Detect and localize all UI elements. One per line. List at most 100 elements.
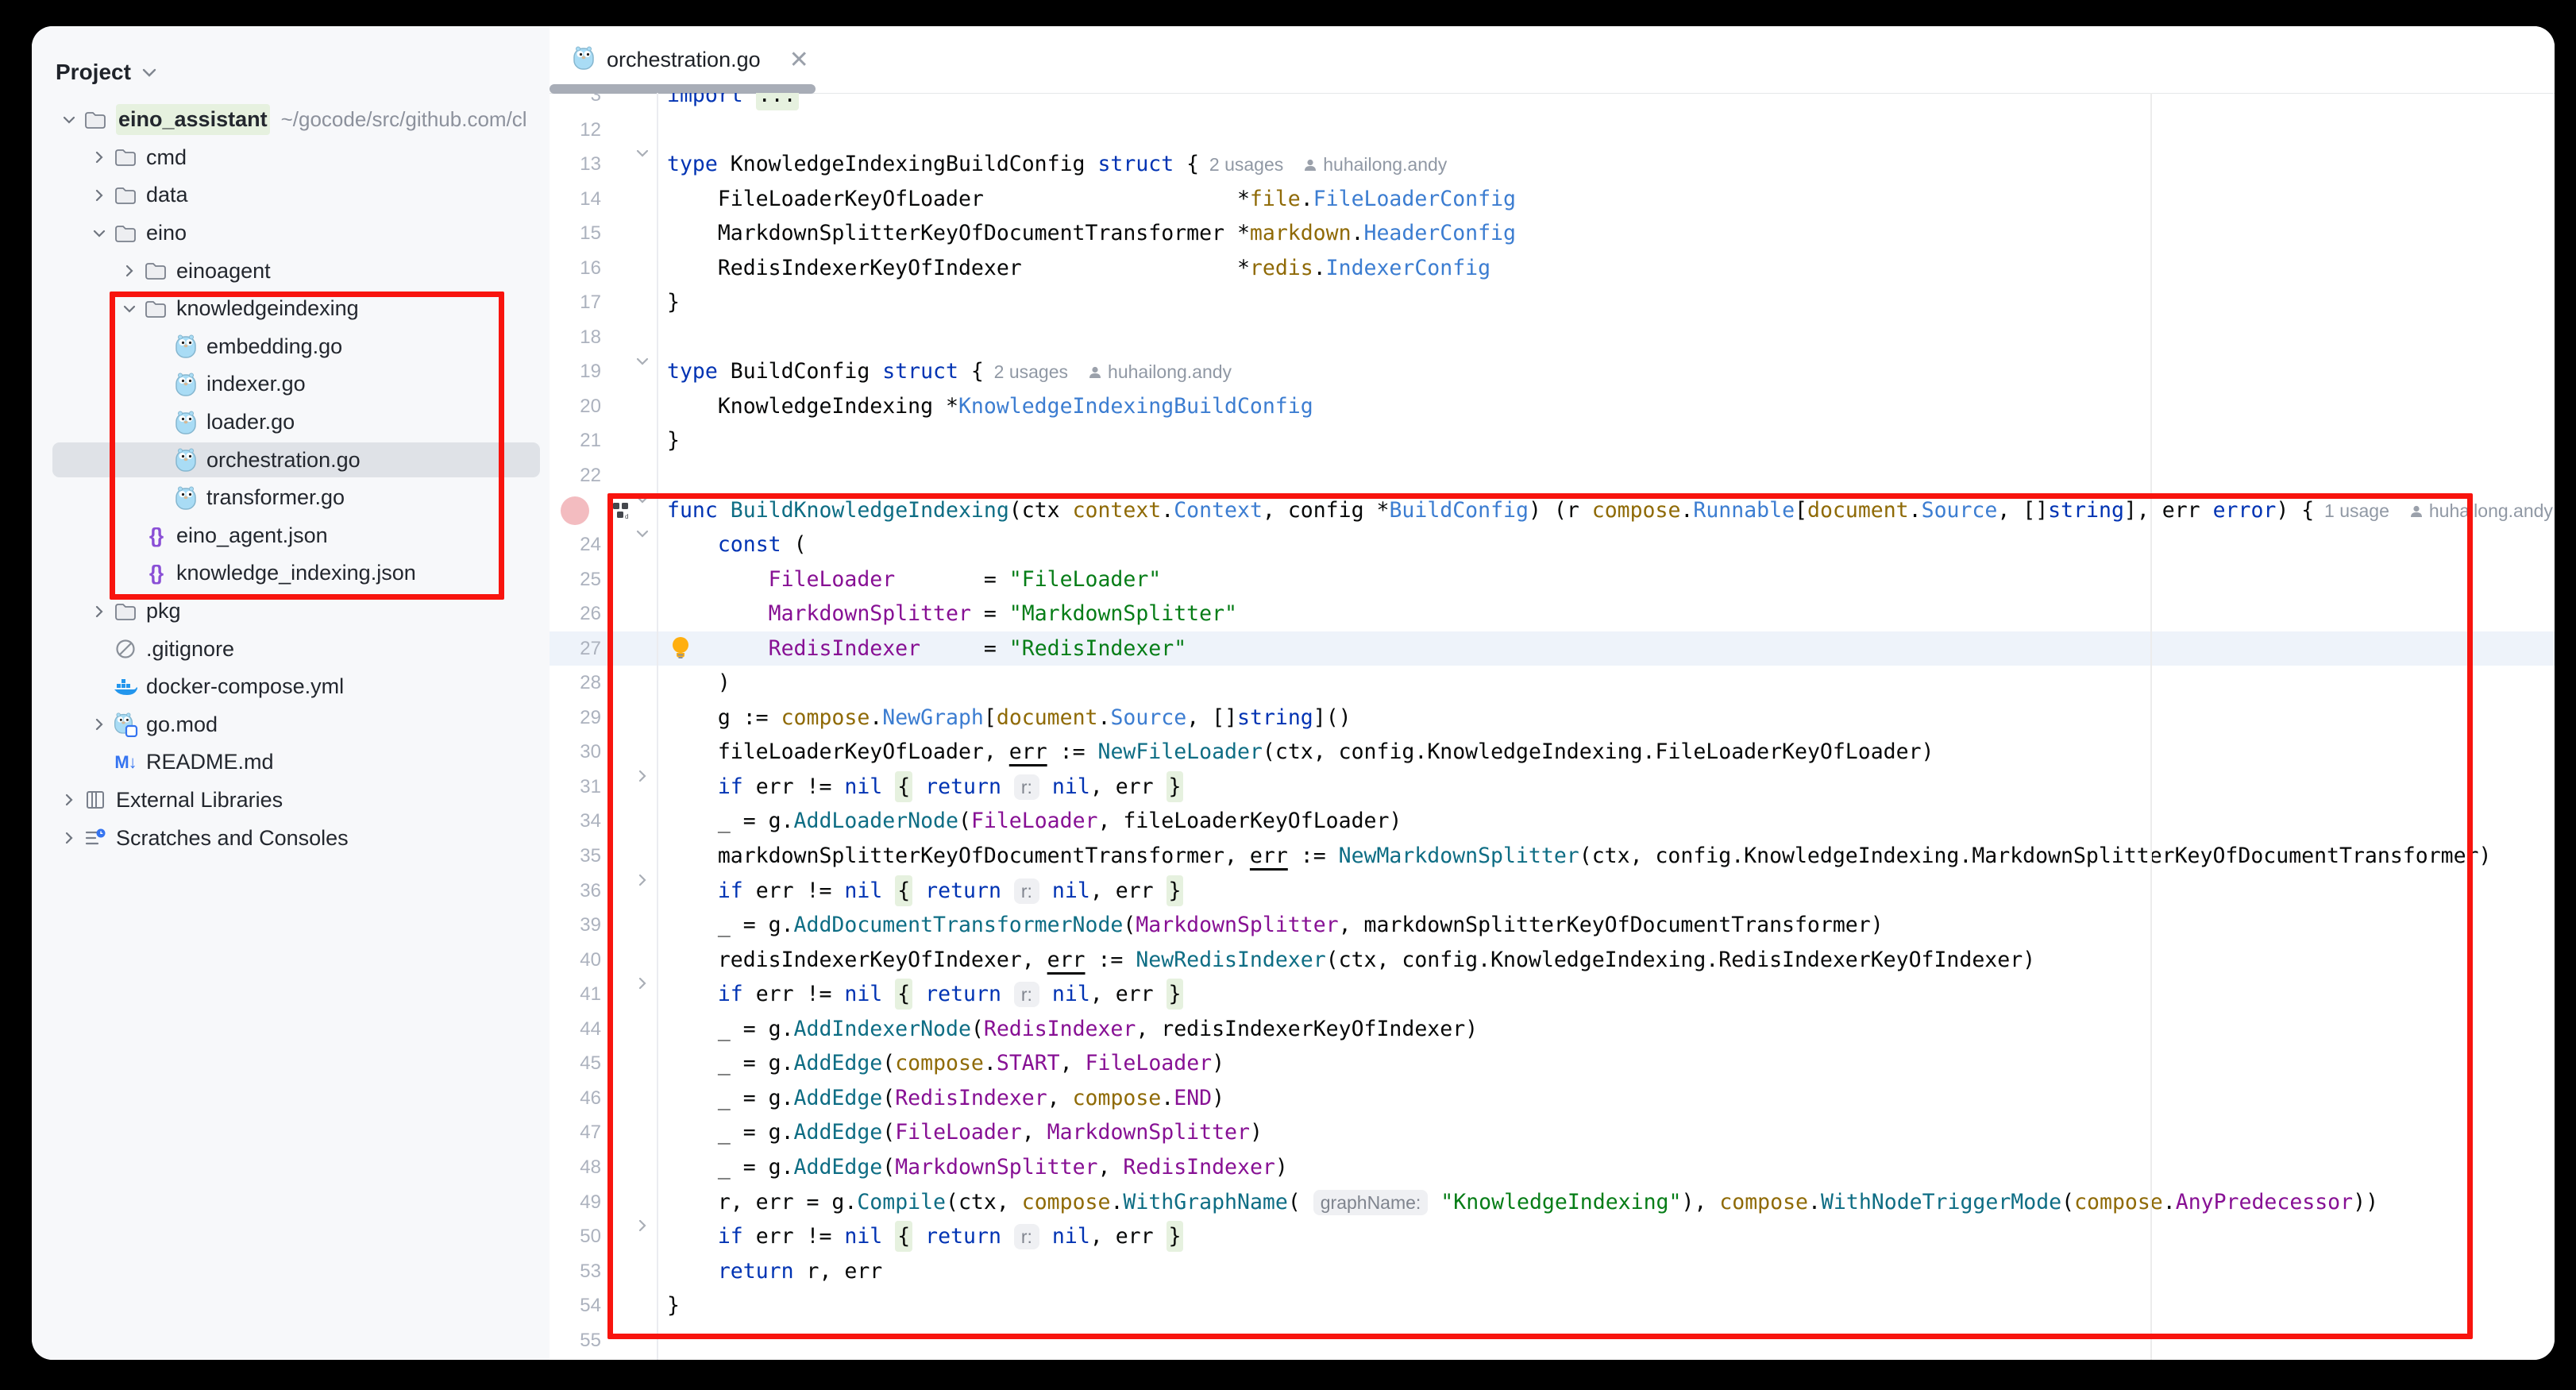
code-line-25[interactable]: 25 FileLoader = "FileLoader" bbox=[550, 562, 2555, 597]
usages-annotation[interactable]: 2 usages bbox=[983, 361, 1069, 383]
line-number[interactable]: 14 bbox=[580, 187, 601, 210]
code-line-41[interactable]: 41 if err != nil { return r: nil, err } bbox=[550, 977, 2555, 1012]
editor-content[interactable]: 3 import ... 12 13 type KnowledgeIndexingBui… bbox=[550, 93, 2555, 1360]
line-number[interactable]: 27 bbox=[580, 637, 601, 659]
code-line-12[interactable]: 12 bbox=[550, 113, 2555, 148]
code-line-18[interactable]: 18 bbox=[550, 320, 2555, 355]
code-line-19[interactable]: 19 type BuildConfig struct { 2 usages huha… bbox=[550, 354, 2555, 389]
code-line-17[interactable]: 17} bbox=[550, 285, 2555, 320]
tree-item-go-mod[interactable]: go.mod bbox=[32, 706, 550, 744]
tree-item-eino-agent-json[interactable]: {} eino_agent.json bbox=[32, 517, 550, 555]
line-number[interactable]: 39 bbox=[580, 914, 601, 936]
fold-expanded-icon[interactable] bbox=[631, 147, 654, 182]
code-line-29[interactable]: 29 g := compose.NewGraph[document.Source… bbox=[550, 701, 2555, 736]
line-number[interactable]: 3 bbox=[590, 93, 601, 106]
code-line-46[interactable]: 46 _ = g.AddEdge(RedisIndexer, compose.E… bbox=[550, 1081, 2555, 1116]
project-panel-header[interactable]: Project bbox=[56, 60, 158, 85]
code-line-13[interactable]: 13 type KnowledgeIndexingBuildConfig stru… bbox=[550, 147, 2555, 182]
code-line-35[interactable]: 35 markdownSplitterKeyOfDocumentTransfor… bbox=[550, 839, 2555, 874]
line-number[interactable]: 22 bbox=[580, 465, 601, 487]
tree-item-orchestration-go[interactable]: orchestration.go bbox=[32, 441, 550, 479]
fold-expanded-icon[interactable] bbox=[631, 527, 654, 562]
code-line-34[interactable]: 34 _ = g.AddLoaderNode(FileLoader, fileL… bbox=[550, 804, 2555, 839]
tree-chevron-right-icon[interactable] bbox=[56, 793, 83, 806]
tree-item-docker-compose-yml[interactable]: docker-compose.yml bbox=[32, 668, 550, 706]
tree-item-einoagent[interactable]: einoagent bbox=[32, 252, 550, 290]
code-line-22[interactable]: 22 bbox=[550, 458, 2555, 493]
line-number[interactable]: 29 bbox=[580, 706, 601, 728]
author-annotation[interactable]: huhailong.andy bbox=[2428, 500, 2553, 521]
line-number[interactable]: 26 bbox=[580, 603, 601, 625]
tree-chevron-right-icon[interactable] bbox=[86, 151, 113, 164]
fold-collapsed-icon[interactable] bbox=[631, 977, 654, 1012]
code-line-47[interactable]: 47 _ = g.AddEdge(FileLoader, MarkdownSpl… bbox=[550, 1115, 2555, 1150]
fold-collapsed-icon[interactable] bbox=[631, 770, 654, 805]
tree-item-cmd[interactable]: cmd bbox=[32, 139, 550, 177]
line-number[interactable]: 18 bbox=[580, 326, 601, 348]
line-number[interactable]: 19 bbox=[580, 361, 601, 383]
line-number[interactable]: 49 bbox=[580, 1191, 601, 1213]
tree-item-embedding-go[interactable]: embedding.go bbox=[32, 328, 550, 366]
tree-chevron-down-icon[interactable] bbox=[56, 114, 83, 126]
line-number[interactable]: 44 bbox=[580, 1017, 601, 1040]
code-line-27[interactable]: 27 RedisIndexer = "RedisIndexer" bbox=[550, 631, 2555, 666]
line-number[interactable]: 50 bbox=[580, 1226, 601, 1248]
tree-chevron-down-icon[interactable] bbox=[116, 303, 143, 315]
tree-item-data[interactable]: data bbox=[32, 176, 550, 214]
line-number[interactable]: 15 bbox=[580, 222, 601, 245]
code-line-45[interactable]: 45 _ = g.AddEdge(compose.START, FileLoad… bbox=[550, 1046, 2555, 1081]
code-line-55[interactable]: 55 bbox=[550, 1323, 2555, 1358]
tree-chevron-right-icon[interactable] bbox=[56, 832, 83, 844]
tree-item-pkg[interactable]: pkg bbox=[32, 593, 550, 631]
tree-chevron-right-icon[interactable] bbox=[86, 718, 113, 731]
line-number[interactable]: 25 bbox=[580, 568, 601, 590]
code-line-54[interactable]: 54} bbox=[550, 1288, 2555, 1323]
tree-item-knowledgeindexing[interactable]: knowledgeindexing bbox=[32, 290, 550, 328]
tab-close-icon[interactable]: ✕ bbox=[789, 46, 809, 73]
fold-expanded-icon[interactable] bbox=[631, 354, 654, 389]
code-line-16[interactable]: 16 RedisIndexerKeyOfIndexer *redis.Index… bbox=[550, 251, 2555, 286]
code-line-28[interactable]: 28 ) bbox=[550, 666, 2555, 701]
line-number[interactable]: 16 bbox=[580, 257, 601, 279]
code-line-40[interactable]: 40 redisIndexerKeyOfIndexer, err := NewR… bbox=[550, 943, 2555, 978]
line-number[interactable]: 55 bbox=[580, 1329, 601, 1351]
line-number[interactable]: 40 bbox=[580, 948, 601, 971]
line-number[interactable]: 53 bbox=[580, 1260, 601, 1282]
line-number[interactable]: 41 bbox=[580, 983, 601, 1006]
code-line-15[interactable]: 15 MarkdownSplitterKeyOfDocumentTransfor… bbox=[550, 216, 2555, 251]
author-annotation[interactable]: huhailong.andy bbox=[1108, 361, 1232, 383]
code-line-23[interactable]: d func BuildKnowledgeIndexing(ctx context… bbox=[550, 493, 2555, 528]
code-line-30[interactable]: 30 fileLoaderKeyOfLoader, err := NewFile… bbox=[550, 735, 2555, 770]
fold-collapsed-icon[interactable] bbox=[631, 1219, 654, 1254]
line-number[interactable]: 46 bbox=[580, 1087, 601, 1109]
tree-item-loader-go[interactable]: loader.go bbox=[32, 403, 550, 442]
author-annotation[interactable]: huhailong.andy bbox=[1323, 154, 1448, 176]
line-number[interactable]: 36 bbox=[580, 879, 601, 902]
line-number[interactable]: 47 bbox=[580, 1122, 601, 1144]
code-line-49[interactable]: 49 r, err = g.Compile(ctx, compose.WithG… bbox=[550, 1185, 2555, 1220]
code-line-48[interactable]: 48 _ = g.AddEdge(MarkdownSplitter, Redis… bbox=[550, 1150, 2555, 1185]
line-number[interactable]: 17 bbox=[580, 292, 601, 314]
fold-collapsed-icon[interactable] bbox=[631, 874, 654, 909]
tree-item-knowledge-indexing-json[interactable]: {} knowledge_indexing.json bbox=[32, 554, 550, 593]
graph-gutter-icon[interactable]: d bbox=[611, 500, 632, 525]
code-line-44[interactable]: 44 _ = g.AddIndexerNode(RedisIndexer, re… bbox=[550, 1012, 2555, 1047]
tree-item-external-libraries[interactable]: External Libraries bbox=[32, 782, 550, 820]
line-number[interactable]: 30 bbox=[580, 741, 601, 763]
code-line-20[interactable]: 20 KnowledgeIndexing *KnowledgeIndexingB… bbox=[550, 389, 2555, 424]
tree-chevron-right-icon[interactable] bbox=[86, 189, 113, 202]
line-number[interactable]: 21 bbox=[580, 430, 601, 452]
line-number[interactable]: 20 bbox=[580, 395, 601, 417]
line-number[interactable]: 35 bbox=[580, 845, 601, 867]
line-number[interactable]: 24 bbox=[580, 534, 601, 556]
tree-item-transformer-go[interactable]: transformer.go bbox=[32, 479, 550, 517]
intention-bulb-icon[interactable] bbox=[670, 635, 691, 665]
usages-annotation[interactable]: 2 usages bbox=[1199, 154, 1284, 176]
line-number[interactable]: 45 bbox=[580, 1052, 601, 1075]
code-line-39[interactable]: 39 _ = g.AddDocumentTransformerNode(Mark… bbox=[550, 908, 2555, 943]
code-line-21[interactable]: 21} bbox=[550, 423, 2555, 458]
code-line-3[interactable]: 3 import ... bbox=[550, 93, 2555, 113]
tree-item-eino-assistant[interactable]: eino_assistant ~/gocode/src/github.com/cl bbox=[32, 101, 550, 139]
code-line-50[interactable]: 50 if err != nil { return r: nil, err } bbox=[550, 1219, 2555, 1254]
line-number[interactable]: 28 bbox=[580, 672, 601, 694]
